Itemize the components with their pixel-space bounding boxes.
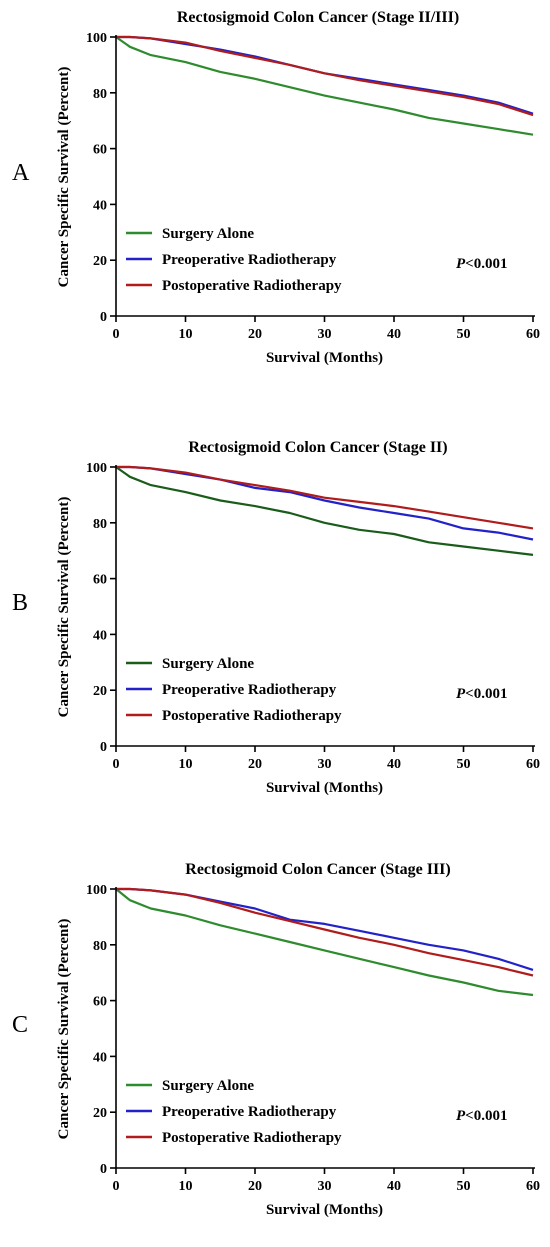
x-tick-label: 20	[248, 1179, 262, 1194]
x-axis-title: Survival (Months)	[266, 1202, 383, 1218]
chart-panel-c: C Rectosigmoid Colon Cancer (Stage III) 0 2…	[0, 852, 550, 1247]
p-value-annotation: P<0.001	[456, 1108, 507, 1124]
y-tick-label: 40	[93, 198, 107, 213]
y-tick-label: 20	[93, 1106, 107, 1121]
y-tick-label: 100	[86, 31, 107, 46]
series-line-0	[115, 36, 534, 136]
x-tick-label: 0	[113, 327, 120, 342]
y-tick-label: 40	[93, 628, 107, 643]
x-tick-label: 20	[248, 757, 262, 772]
y-tick-label: 40	[93, 1050, 107, 1065]
x-tick-label: 40	[387, 757, 401, 772]
series-line-1	[116, 35, 534, 115]
p-value-text: <0.001	[465, 256, 507, 272]
y-tick-label: 20	[93, 684, 107, 699]
p-value-annotation: P<0.001	[456, 256, 507, 272]
series-line-2	[116, 35, 534, 117]
x-tick-label: 0	[113, 757, 120, 772]
panel-letter: A	[12, 160, 30, 186]
chart-panel-a: A Rectosigmoid Colon Cancer (Stage II/III…	[0, 0, 550, 395]
x-tick-label: 30	[318, 327, 332, 342]
x-tick-label: 50	[457, 1179, 471, 1194]
series-line-1	[116, 465, 534, 541]
y-tick-label: 0	[100, 1162, 107, 1177]
y-tick-label: 60	[93, 573, 107, 588]
p-value-text: <0.001	[465, 1108, 507, 1124]
legend-label: Preoperative Radiotherapy	[162, 252, 337, 268]
panel-letter: C	[12, 1012, 28, 1038]
legend-label: Preoperative Radiotherapy	[162, 682, 337, 698]
p-value-italic: P	[456, 1108, 466, 1124]
chart-title: Rectosigmoid Colon Cancer (Stage II)	[188, 439, 447, 456]
y-tick-label: 60	[93, 995, 107, 1010]
x-tick-label: 50	[457, 327, 471, 342]
x-tick-label: 40	[387, 327, 401, 342]
x-axis-title: Survival (Months)	[266, 350, 383, 366]
y-tick-label: 100	[86, 461, 107, 476]
y-axis-title: Cancer Specific Survival (Percent)	[56, 497, 72, 718]
legend-label: Preoperative Radiotherapy	[162, 1104, 337, 1120]
y-tick-label: 80	[93, 87, 107, 102]
y-tick-label: 60	[93, 143, 107, 158]
x-tick-label: 60	[526, 757, 540, 772]
x-tick-label: 20	[248, 327, 262, 342]
legend-label: Surgery Alone	[162, 656, 254, 672]
x-axis-title: Survival (Months)	[266, 780, 383, 796]
legend-label: Postoperative Radiotherapy	[162, 708, 342, 724]
y-tick-label: 100	[86, 883, 107, 898]
x-tick-label: 30	[318, 1179, 332, 1194]
x-tick-label: 30	[318, 757, 332, 772]
x-tick-label: 10	[179, 327, 193, 342]
y-tick-label: 20	[93, 254, 107, 269]
y-tick-label: 80	[93, 517, 107, 532]
series-line-0	[115, 888, 534, 997]
series-line-0	[115, 466, 534, 556]
legend-label: Postoperative Radiotherapy	[162, 278, 342, 294]
chart-title: Rectosigmoid Colon Cancer (Stage III)	[185, 861, 450, 878]
y-tick-label: 80	[93, 939, 107, 954]
panel-letter: B	[12, 590, 28, 616]
legend-label: Surgery Alone	[162, 1078, 254, 1094]
x-tick-label: 40	[387, 1179, 401, 1194]
p-value-text: <0.001	[465, 686, 507, 702]
x-tick-label: 50	[457, 757, 471, 772]
y-tick-label: 0	[100, 310, 107, 325]
chart-svg: A Rectosigmoid Colon Cancer (Stage II/III…	[12, 9, 540, 366]
series-line-2	[116, 465, 534, 530]
x-tick-label: 10	[179, 757, 193, 772]
p-value-annotation: P<0.001	[456, 686, 507, 702]
y-axis-title: Cancer Specific Survival (Percent)	[56, 67, 72, 288]
p-value-italic: P	[456, 686, 466, 702]
x-tick-label: 60	[526, 327, 540, 342]
x-tick-label: 60	[526, 1179, 540, 1194]
x-tick-label: 10	[179, 1179, 193, 1194]
chart-panel-b: B Rectosigmoid Colon Cancer (Stage II) 0 20…	[0, 430, 550, 825]
p-value-italic: P	[456, 256, 466, 272]
y-axis-title: Cancer Specific Survival (Percent)	[56, 919, 72, 1140]
legend-label: Postoperative Radiotherapy	[162, 1130, 342, 1146]
x-tick-label: 0	[113, 1179, 120, 1194]
chart-title: Rectosigmoid Colon Cancer (Stage II/III)	[177, 9, 459, 26]
legend-label: Surgery Alone	[162, 226, 254, 242]
series-line-2	[116, 887, 534, 977]
chart-svg: C Rectosigmoid Colon Cancer (Stage III) 0 2…	[12, 861, 540, 1218]
chart-svg: B Rectosigmoid Colon Cancer (Stage II) 0 20…	[12, 439, 540, 796]
y-tick-label: 0	[100, 740, 107, 755]
